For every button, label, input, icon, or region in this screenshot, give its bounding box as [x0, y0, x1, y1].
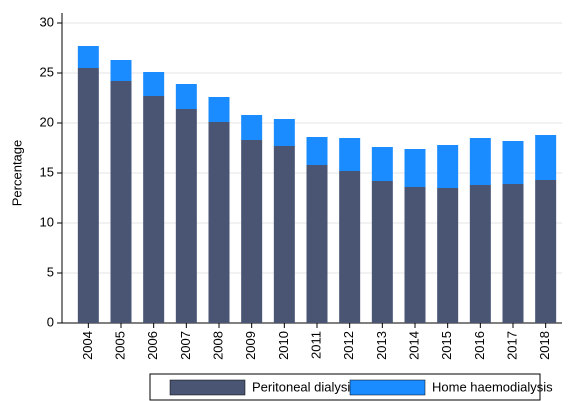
bar-segment: [437, 188, 459, 323]
y-tick-label: 0: [47, 314, 54, 329]
legend-swatch: [349, 379, 426, 396]
bar-segment: [502, 184, 524, 323]
bar-segment: [273, 119, 295, 146]
x-tick-label: 2006: [145, 331, 160, 360]
legend-swatch: [169, 379, 246, 396]
y-tick-label: 15: [40, 164, 54, 179]
bar-segment: [306, 165, 328, 323]
bar-segment: [339, 138, 361, 171]
bar-segment: [143, 96, 165, 323]
bar-segment: [208, 97, 230, 122]
y-tick-label: 30: [40, 14, 54, 29]
bar-segment: [502, 141, 524, 184]
bar-segment: [371, 147, 393, 181]
legend-label: Home haemodialysis: [432, 379, 553, 394]
y-tick-label: 25: [40, 64, 54, 79]
x-tick-label: 2014: [406, 331, 421, 360]
x-tick-label: 2015: [439, 331, 454, 360]
bar-segment: [535, 135, 557, 180]
bar-segment: [469, 138, 491, 185]
bar-segment: [110, 81, 132, 323]
x-tick-label: 2010: [276, 331, 291, 360]
x-tick-label: 2011: [308, 331, 323, 359]
bar-segment: [241, 140, 263, 323]
bar-segment: [175, 109, 197, 323]
x-tick-label: 2013: [374, 331, 389, 360]
x-tick-label: 2016: [472, 331, 487, 360]
bar-segment: [371, 181, 393, 323]
y-tick-label: 20: [40, 114, 54, 129]
y-axis-label: Percentage: [9, 140, 24, 207]
x-tick-label: 2017: [504, 331, 519, 360]
bar-segment: [404, 149, 426, 187]
bar-segment: [404, 187, 426, 323]
x-tick-label: 2007: [178, 331, 193, 360]
bar-segment: [175, 84, 197, 109]
x-tick-label: 2018: [537, 331, 552, 360]
bar-segment: [306, 137, 328, 165]
y-tick-label: 5: [47, 264, 54, 279]
legend-label: Peritoneal dialysis: [252, 379, 357, 394]
x-tick-label: 2005: [112, 331, 127, 360]
bar-segment: [110, 60, 132, 81]
x-tick-label: 2009: [243, 331, 258, 360]
bar-segment: [208, 122, 230, 323]
x-tick-label: 2004: [80, 331, 95, 360]
bar-segment: [143, 72, 165, 96]
bar-segment: [339, 171, 361, 323]
bar-segment: [77, 46, 99, 68]
bar-segment: [241, 115, 263, 140]
bar-segment: [535, 180, 557, 323]
bar-segment: [273, 146, 295, 323]
x-tick-label: 2008: [210, 331, 225, 360]
bar-segment: [437, 145, 459, 188]
x-tick-label: 2012: [341, 331, 356, 360]
bar-segment: [77, 68, 99, 323]
y-tick-label: 10: [40, 214, 54, 229]
bar-segment: [469, 185, 491, 323]
